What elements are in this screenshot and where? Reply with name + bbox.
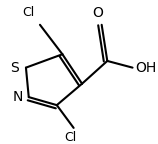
Text: N: N [12,90,23,104]
Text: OH: OH [135,61,157,75]
Text: Cl: Cl [23,6,35,19]
Text: O: O [92,6,103,20]
Text: Cl: Cl [65,131,77,144]
Text: S: S [10,61,19,75]
